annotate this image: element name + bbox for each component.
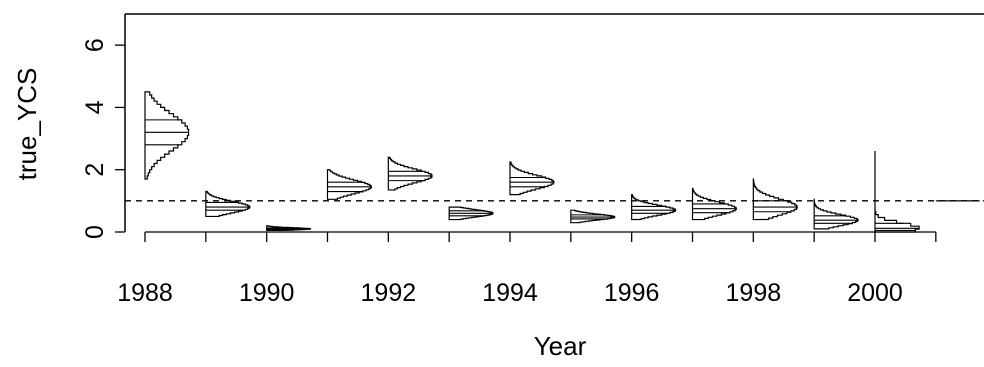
x-tick-label-1992: 1992 (361, 279, 417, 307)
violin-1994 (509, 161, 555, 196)
violin-1998 (752, 178, 798, 221)
violin-marks (144, 91, 980, 233)
y-tick-label-6: 6 (81, 38, 109, 52)
violin-1999 (813, 198, 859, 230)
x-tick-label-1990: 1990 (239, 279, 295, 307)
y-axis-title: true_YCS (12, 68, 42, 181)
y-axis: 0 2 4 6 (81, 38, 125, 239)
x-axis-title: Year (534, 331, 587, 361)
x-axis: 1988 1990 1992 1994 1996 1998 2000 (117, 231, 937, 307)
plot-frame (124, 13, 984, 232)
x-tick-label-1996: 1996 (604, 279, 660, 307)
violin-1988 (144, 91, 190, 180)
x-tick-label-2000: 2000 (847, 279, 903, 307)
violin-1995 (570, 209, 616, 224)
x-tick-label-1998: 1998 (726, 279, 782, 307)
violin-2000 (874, 151, 920, 233)
y-tick-label-2: 2 (81, 163, 109, 177)
violin-1991 (326, 169, 372, 200)
y-tick-label-0: 0 (81, 225, 109, 239)
violin-1989 (205, 190, 251, 218)
x-tick-label-1988: 1988 (117, 279, 173, 307)
y-tick-label-4: 4 (81, 100, 109, 114)
violin-1992 (387, 156, 433, 191)
x-tick-label-1994: 1994 (482, 279, 538, 307)
violin-1996 (631, 193, 677, 221)
